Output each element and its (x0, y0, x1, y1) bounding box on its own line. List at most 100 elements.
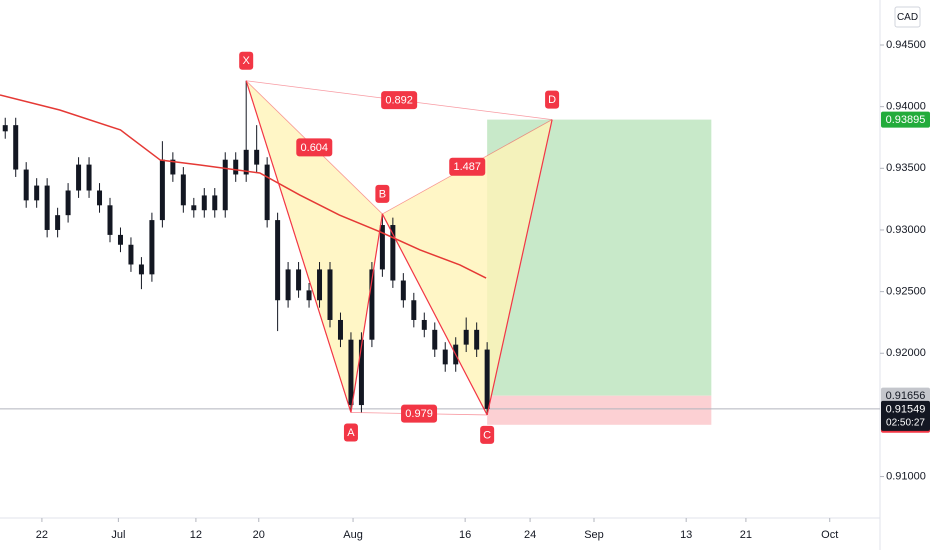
candle-body (191, 205, 197, 211)
candle-body (421, 319, 427, 330)
ratio-label: 0.979 (405, 408, 433, 420)
target-price-tag-box (881, 111, 930, 128)
y-tick-label: 0.91000 (886, 470, 926, 482)
candle-body (400, 280, 406, 301)
x-tick-label: 13 (680, 529, 692, 541)
y-tick-label: 0.93000 (886, 224, 926, 236)
pattern-leg (381, 213, 488, 416)
candle-body (474, 329, 480, 350)
candle-body (170, 159, 176, 175)
x-tick-label: 24 (524, 529, 536, 541)
pattern-leg (350, 213, 383, 413)
candle-body (327, 269, 333, 320)
candle-body (390, 225, 396, 281)
moving-average (0, 94, 487, 279)
candle-body (13, 125, 19, 170)
candle-body (296, 269, 302, 291)
point-label: X (243, 55, 251, 67)
pattern-leg (245, 80, 352, 413)
candle-body (149, 220, 155, 275)
point-label-box (375, 184, 390, 203)
candle-body (222, 159, 228, 211)
candle-body (65, 190, 71, 216)
x-tick-label: 16 (459, 529, 471, 541)
x-tick-label: 21 (740, 529, 752, 541)
candle-body (254, 149, 260, 165)
pattern-fill (382, 119, 553, 415)
point-label-box (239, 51, 254, 70)
point-label-box (480, 425, 495, 444)
candle-body (358, 339, 364, 406)
point-label: D (548, 94, 556, 106)
candle-body (317, 269, 323, 301)
point-label: B (379, 188, 386, 200)
point-label-box (545, 90, 560, 109)
candle-body (55, 215, 61, 230)
loss-zone (487, 395, 712, 425)
last-price-tag: 0.91549 (886, 403, 926, 415)
candle-body (337, 319, 343, 340)
currency-box[interactable] (894, 6, 921, 28)
candle-body (233, 159, 239, 175)
ratio-label-box (296, 138, 333, 157)
candle-body (180, 174, 186, 206)
last-price-tag-box (881, 400, 930, 431)
candle-body (432, 329, 438, 350)
candle-body (306, 290, 312, 301)
point-label-box (343, 423, 358, 442)
point-label: A (347, 427, 355, 439)
x-tick-label: 20 (253, 529, 265, 541)
candle-body (411, 300, 417, 320)
point-label: C (483, 429, 491, 441)
candle-body (76, 164, 82, 191)
candle-body (159, 159, 165, 221)
ratio-label: 0.604 (301, 142, 329, 154)
candle-body (44, 185, 50, 230)
candle-body (34, 185, 40, 201)
candle-body (369, 269, 375, 340)
entry-price-tag-box (881, 387, 930, 404)
x-tick-label: 12 (190, 529, 202, 541)
target-price-tag: 0.93895 (886, 114, 926, 126)
candle-body (107, 205, 113, 235)
y-tick-label: 0.92500 (886, 286, 926, 298)
candle-body (212, 195, 218, 211)
x-tick-label: Jul (111, 529, 125, 541)
y-tick-label: 0.92000 (886, 347, 926, 359)
y-tick-label: 0.93500 (886, 162, 926, 174)
candle-body (484, 349, 490, 409)
x-tick-label: Sep (584, 529, 604, 541)
candle-body (379, 225, 385, 270)
candle-body (442, 349, 448, 365)
candle-body (138, 264, 144, 275)
candle-body (264, 164, 270, 221)
currency-label: CAD (897, 12, 918, 23)
candle-body (2, 125, 8, 132)
candle-body (348, 339, 354, 406)
ratio-label-box (401, 404, 438, 423)
candle-body (86, 164, 92, 191)
ratio-label: 1.487 (453, 161, 481, 173)
candle-body (275, 220, 281, 301)
y-tick-label: 0.94000 (886, 101, 926, 113)
entry-price-tag: 0.91656 (886, 390, 926, 402)
candle-body (128, 244, 134, 265)
countdown: 02:50:27 (886, 418, 925, 429)
candle-body (201, 195, 207, 211)
y-tick-label: 0.94500 (886, 39, 926, 51)
pattern-leg (486, 119, 553, 416)
x-tick-label: Aug (343, 529, 363, 541)
candle-body (23, 169, 29, 201)
candle-body (285, 269, 291, 301)
candle-body (243, 149, 249, 175)
pattern-fill (246, 80, 383, 413)
ratio-label-box (449, 157, 486, 176)
ratio-label-box (381, 91, 418, 110)
candle-body (117, 234, 123, 245)
x-tick-label: 22 (36, 529, 48, 541)
candle-body (97, 190, 103, 206)
candle-body (463, 329, 469, 345)
x-tick-label: Oct (821, 529, 838, 541)
ratio-label: 0.892 (385, 95, 413, 107)
